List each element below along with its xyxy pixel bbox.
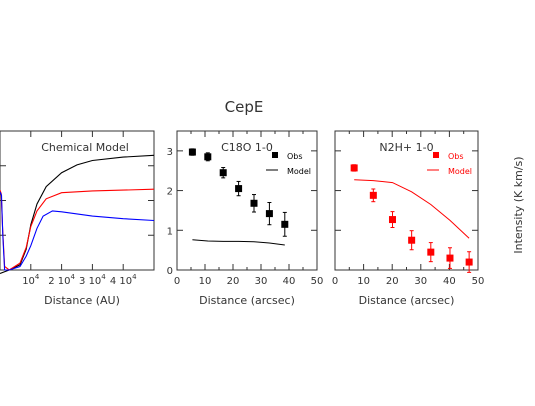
data-point xyxy=(281,220,289,228)
x-tick-label: 2 104 xyxy=(48,273,75,287)
x-tick-label: 20 xyxy=(227,276,240,287)
data-point xyxy=(235,185,243,193)
x-tick-label: 40 xyxy=(283,276,296,287)
y-tick-label: 0 xyxy=(167,266,173,277)
x-axis-label: Distance (AU) xyxy=(44,294,120,307)
x-tick-label: 10 xyxy=(199,276,212,287)
legend-label: Obs xyxy=(287,152,303,161)
model-curve xyxy=(0,154,155,275)
data-point xyxy=(265,210,273,218)
data-point xyxy=(219,169,227,177)
x-tick-label: 104 xyxy=(22,273,40,287)
legend-label: Model xyxy=(448,167,472,176)
x-tick-label: 3 104 xyxy=(79,273,106,287)
chemical-model-panel: Chemical Model Distance (AU) 104 2 104 3 104… xyxy=(0,130,155,307)
data-point xyxy=(408,236,416,244)
data-point xyxy=(369,191,377,199)
model-line xyxy=(354,179,470,239)
n2h-panel: N2H+ 1-0 Distance (arcsec) 0 10 20 30 40 50 Obs M… xyxy=(332,130,485,307)
data-point xyxy=(250,199,258,207)
panel-title: N2H+ 1-0 xyxy=(379,141,433,154)
data-point xyxy=(188,148,196,156)
y-tick-label: 3 xyxy=(167,147,173,158)
panel-title: Chemical Model xyxy=(41,141,129,154)
data-point xyxy=(427,248,435,256)
legend-marker-obs xyxy=(433,152,439,158)
y-axis-label-right: Intensity (K km/s) xyxy=(512,156,525,253)
panel-title: C18O 1-0 xyxy=(221,141,273,154)
model-line xyxy=(192,239,285,246)
c18o-panel: C18O 1-0 Distance (arcsec) 0 10 20 30 40 50 0 1 2 3… xyxy=(167,130,324,307)
legend-label: Obs xyxy=(448,152,464,161)
legend-label: Model xyxy=(287,167,311,176)
x-axis-label: Distance (arcsec) xyxy=(359,294,455,307)
x-axis-label: Distance (arcsec) xyxy=(199,294,295,307)
data-point xyxy=(388,216,396,224)
x-tick-label: 4 104 xyxy=(110,273,137,287)
y-tick-label: 2 xyxy=(167,187,173,198)
data-point xyxy=(446,254,454,262)
x-tick-label: 30 xyxy=(255,276,268,287)
x-tick-label: 50 xyxy=(311,276,324,287)
x-tick-label: 50 xyxy=(472,276,485,287)
x-tick-label: 0 xyxy=(174,276,180,287)
x-tick-label: 0 xyxy=(332,276,338,287)
x-tick-label: 30 xyxy=(414,276,427,287)
y-tick-label: 1 xyxy=(167,226,173,237)
data-point xyxy=(350,164,358,172)
legend-marker-obs xyxy=(272,152,278,158)
data-point xyxy=(465,258,473,266)
data-point xyxy=(204,153,212,161)
figure-title: CepE xyxy=(225,98,264,116)
x-tick-label: 40 xyxy=(443,276,456,287)
model-curve xyxy=(0,191,155,271)
x-tick-label: 10 xyxy=(357,276,370,287)
x-tick-label: 20 xyxy=(386,276,399,287)
